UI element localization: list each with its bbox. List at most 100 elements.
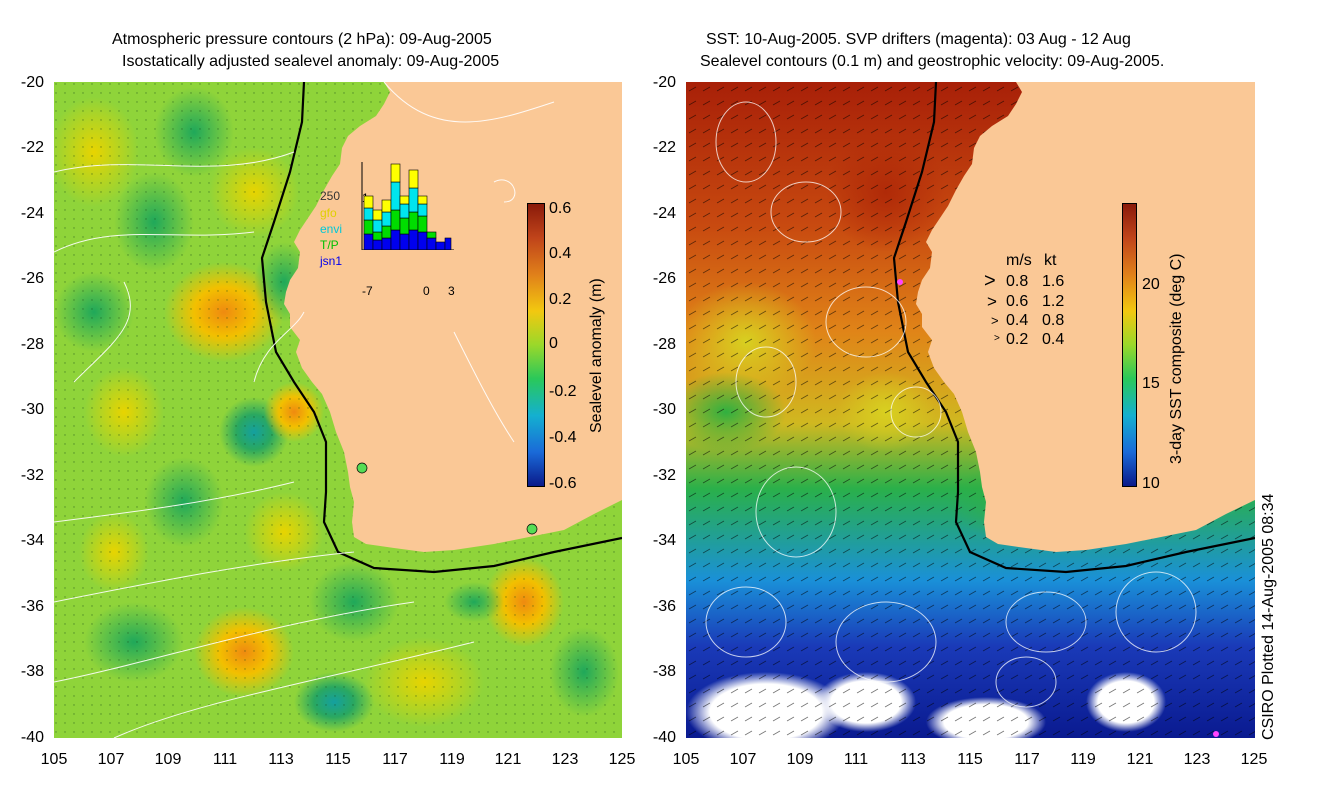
sealevel-tick: 0.2	[549, 291, 572, 308]
right-x-tick: 119	[1070, 751, 1096, 768]
sealevel-contours	[705, 101, 1197, 708]
left-x-tick: 107	[97, 751, 125, 768]
right-y-tick: -26	[652, 270, 676, 287]
velocity-legend-ms: 0.8	[1006, 273, 1029, 290]
left-y-tick: -26	[20, 270, 44, 287]
velocity-legend-kt: 1.2	[1042, 293, 1065, 310]
inset-xlabel-0: 0	[423, 284, 430, 298]
right-y-tick: -36	[652, 598, 676, 615]
pressure-contours	[54, 82, 555, 738]
right-map-panel[interactable]	[686, 82, 1255, 738]
right-y-tick: -38	[652, 663, 676, 680]
left-map-panel[interactable]	[54, 82, 622, 738]
drifter-marker	[356, 462, 368, 474]
sst-map	[686, 82, 1255, 738]
left-title-line2: Isostatically adjusted sealevel anomaly:…	[122, 53, 500, 70]
shelf-contour	[892, 82, 1255, 574]
sst-tick: 10	[1142, 475, 1160, 492]
right-y-tick: -24	[652, 205, 676, 222]
velocity-legend-kt: 0.4	[1042, 331, 1065, 348]
right-title-line1: SST: 10-Aug-2005. SVP drifters (magenta)…	[706, 31, 1131, 48]
right-y-tick: -34	[652, 532, 676, 549]
inset-source-jsn1: jsn1	[320, 254, 343, 268]
left-y-tick: -32	[20, 467, 44, 484]
right-y-tick: -28	[652, 336, 676, 353]
right-x-tick: 105	[672, 751, 700, 768]
right-x-tick: 121	[1126, 751, 1154, 768]
sst-tick: 20	[1142, 276, 1160, 293]
right-x-tick: 111	[843, 751, 869, 768]
right-x-tick: 125	[1240, 751, 1268, 768]
sealevel-colorbar	[527, 203, 545, 487]
velocity-legend-ms: 0.6	[1006, 293, 1029, 310]
velocity-legend-header-kt: kt	[1044, 252, 1057, 269]
left-y-tick: -36	[20, 598, 44, 615]
velocity-arrow-icon: >	[994, 333, 1000, 344]
velocity-legend-kt: 0.8	[1042, 312, 1065, 329]
sst-colorbar	[1122, 203, 1137, 487]
right-y-tick: -32	[652, 467, 676, 484]
right-x-tick: 117	[1014, 751, 1040, 768]
right-title-line2: Sealevel contours (0.1 m) and geostrophi…	[700, 53, 1165, 70]
right-y-tick: -30	[652, 401, 676, 418]
right-y-tick: -22	[652, 139, 676, 156]
sealevel-tick: 0	[549, 335, 558, 352]
right-x-tick: 109	[786, 751, 814, 768]
svp-drifter	[897, 279, 903, 285]
velocity-arrow-icon: >	[991, 313, 999, 328]
inset-source-envi: envi	[320, 222, 343, 236]
velocity-legend-ms: 0.4	[1006, 312, 1029, 329]
sealevel-colorbar-label: Sealevel anomaly (m)	[588, 278, 605, 433]
left-y-tick: -40	[20, 729, 44, 746]
inset-histogram: 250 gfo envi T/P jsn1 1 -7 0 3	[318, 160, 458, 298]
left-y-tick: -24	[20, 205, 44, 222]
velocity-legend-ms: 0.2	[1006, 331, 1029, 348]
sst-colorbar-label: 3-day SST composite (deg C)	[1168, 253, 1185, 464]
velocity-legend-header-ms: m/s	[1006, 252, 1032, 269]
sealevel-tick: -0.6	[549, 475, 577, 492]
left-x-tick: 123	[551, 751, 579, 768]
right-y-tick: -40	[652, 729, 676, 746]
left-y-tick: -22	[20, 139, 44, 156]
australia-land	[916, 82, 1255, 552]
left-x-tick: 117	[382, 751, 408, 768]
left-x-tick: 125	[608, 751, 636, 768]
velocity-arrow-icon: >	[987, 292, 997, 311]
sst-tick: 15	[1142, 375, 1160, 392]
inset-bars	[361, 162, 454, 250]
left-y-tick: -20	[20, 74, 44, 91]
left-y-tick: -30	[20, 401, 44, 418]
shelf-contour	[260, 82, 622, 574]
svp-drifter	[1213, 731, 1219, 737]
left-x-tick: 121	[494, 751, 522, 768]
left-y-tick: -38	[20, 663, 44, 680]
right-x-tick: 113	[900, 751, 926, 768]
sealevel-tick: -0.4	[549, 429, 577, 446]
left-x-tick: 119	[439, 751, 465, 768]
left-x-tick: 113	[268, 751, 294, 768]
right-x-tick: 115	[957, 751, 983, 768]
velocity-legend-kt: 1.6	[1042, 273, 1065, 290]
plot-credit: CSIRO Plotted 14-Aug-2005 08:34	[1260, 493, 1277, 740]
right-x-tick: 107	[729, 751, 757, 768]
left-x-tick: 115	[325, 751, 351, 768]
left-y-tick: -28	[20, 336, 44, 353]
sealevel-anomaly-map	[54, 82, 622, 738]
inset-count-label: 250	[320, 189, 341, 203]
inset-source-gfo: gfo	[320, 206, 337, 220]
inset-xlabel-3: 3	[448, 284, 455, 298]
sealevel-tick: -0.2	[549, 383, 577, 400]
left-x-tick: 111	[212, 751, 238, 768]
sealevel-tick: 0.4	[549, 245, 572, 262]
left-title-line1: Atmospheric pressure contours (2 hPa): 0…	[112, 31, 492, 48]
left-y-tick: -34	[20, 532, 44, 549]
inset-xlabel-neg7: -7	[362, 284, 373, 298]
inset-source-tp: T/P	[320, 238, 339, 252]
sealevel-tick: 0.6	[549, 200, 572, 217]
right-x-tick: 123	[1183, 751, 1211, 768]
left-x-tick: 105	[40, 751, 68, 768]
left-x-tick: 109	[154, 751, 182, 768]
drifter-marker	[526, 523, 538, 535]
right-y-tick: -20	[652, 74, 676, 91]
velocity-arrow-icon: >	[984, 270, 996, 292]
